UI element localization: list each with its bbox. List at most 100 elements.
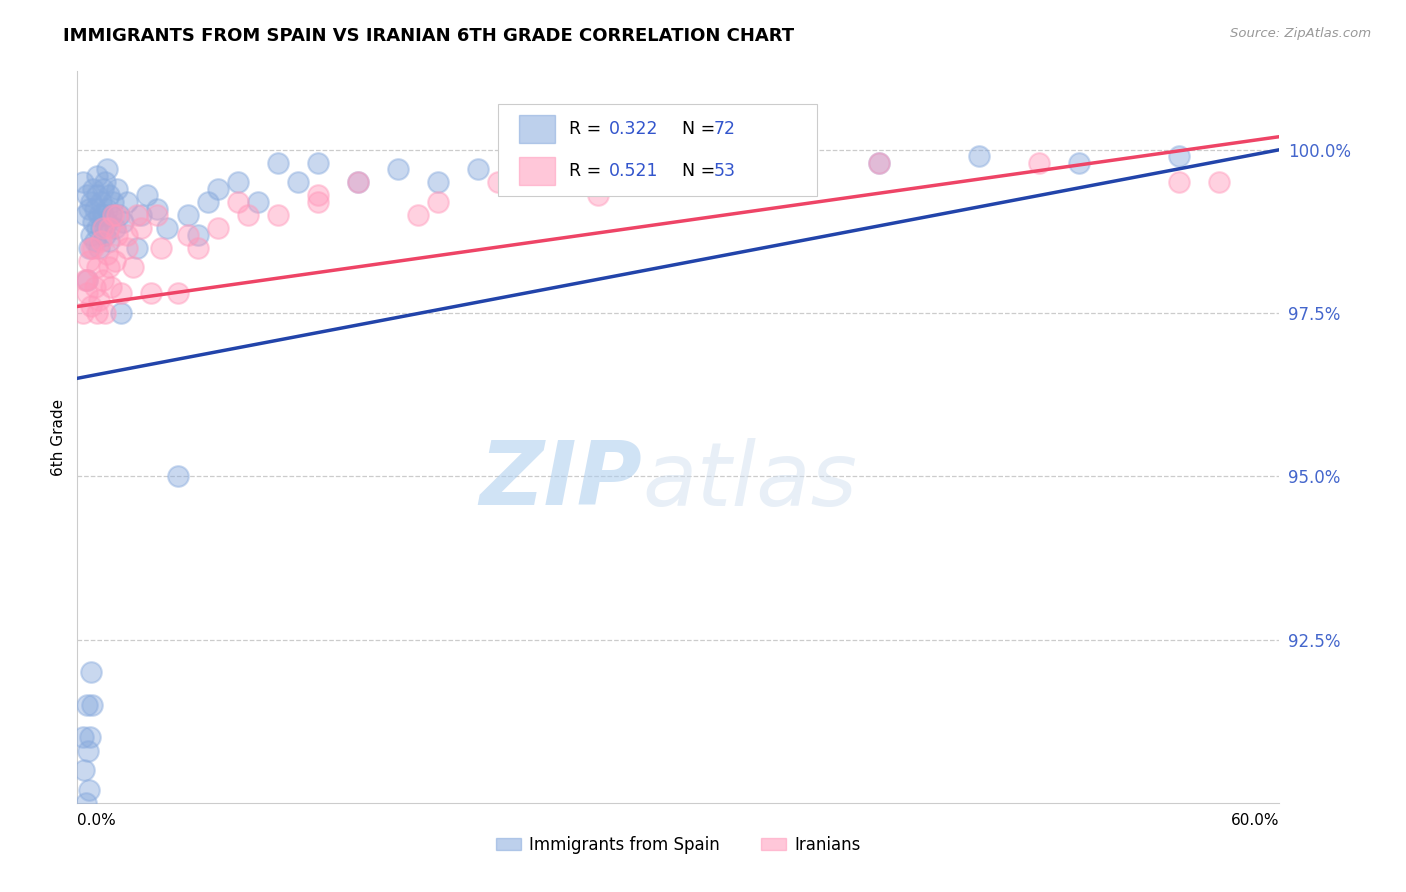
Point [176, 208, 198, 222]
Point [79, 202, 101, 216]
Point [103, 194, 125, 209]
Point [150, 241, 173, 255]
Point [93, 221, 115, 235]
Point [93, 182, 115, 196]
Point [82, 214, 104, 228]
Y-axis label: 6th Grade: 6th Grade [51, 399, 66, 475]
Point [110, 286, 132, 301]
Point [197, 194, 219, 209]
Point [82, 182, 104, 196]
Point [104, 221, 127, 235]
Point [1208, 175, 1230, 189]
Point [166, 286, 188, 301]
Point [117, 241, 139, 255]
Text: 53: 53 [713, 161, 735, 180]
Point [86, 221, 108, 235]
Text: R =: R = [569, 120, 607, 138]
Point [406, 208, 429, 222]
Text: IMMIGRANTS FROM SPAIN VS IRANIAN 6TH GRADE CORRELATION CHART: IMMIGRANTS FROM SPAIN VS IRANIAN 6TH GRA… [63, 27, 794, 45]
Point [567, 155, 589, 169]
Point [79, 241, 101, 255]
Point [80, 227, 103, 242]
Point [72, 306, 94, 320]
Point [141, 286, 163, 301]
Point [107, 182, 129, 196]
Point [107, 227, 129, 242]
Point [79, 782, 101, 797]
Point [77, 743, 100, 757]
Point [86, 260, 108, 275]
Point [768, 162, 790, 177]
Point [90, 221, 112, 235]
Point [103, 208, 125, 222]
Point [76, 273, 98, 287]
Point [186, 227, 209, 242]
Point [89, 208, 111, 222]
Text: N =: N = [671, 161, 721, 180]
FancyBboxPatch shape [519, 157, 554, 185]
Point [76, 188, 98, 202]
Point [72, 175, 94, 189]
Point [79, 731, 101, 745]
Point [588, 188, 610, 202]
Text: N =: N = [671, 120, 721, 138]
Text: R =: R = [569, 161, 607, 180]
Text: atlas: atlas [643, 438, 858, 524]
Point [127, 208, 149, 222]
Point [86, 169, 108, 183]
Point [100, 280, 122, 294]
Point [176, 227, 198, 242]
Point [427, 194, 450, 209]
Point [96, 202, 118, 216]
Point [427, 175, 450, 189]
Point [1028, 155, 1050, 169]
Point [96, 247, 118, 261]
Text: 60.0%: 60.0% [1232, 813, 1279, 828]
Point [84, 234, 107, 248]
Point [76, 698, 98, 712]
Point [287, 175, 309, 189]
Point [107, 208, 129, 222]
Point [104, 253, 127, 268]
Point [80, 665, 103, 680]
Point [707, 175, 730, 189]
Text: ZIP: ZIP [479, 437, 643, 524]
Point [156, 221, 179, 235]
Point [89, 241, 111, 255]
Point [467, 162, 489, 177]
Point [98, 221, 121, 235]
Legend: Immigrants from Spain, Iranians: Immigrants from Spain, Iranians [489, 829, 868, 860]
FancyBboxPatch shape [519, 115, 554, 143]
Point [89, 293, 111, 307]
Text: Source: ZipAtlas.com: Source: ZipAtlas.com [1230, 27, 1371, 40]
Point [82, 698, 104, 712]
Point [131, 208, 153, 222]
Point [307, 188, 329, 202]
Point [73, 763, 96, 777]
Point [967, 149, 990, 163]
Point [100, 208, 122, 222]
Point [226, 175, 249, 189]
Point [486, 175, 509, 189]
Point [136, 188, 159, 202]
Point [80, 241, 103, 255]
Point [346, 175, 368, 189]
Point [96, 162, 118, 177]
Text: 0.521: 0.521 [609, 161, 658, 180]
Point [76, 286, 98, 301]
Point [207, 221, 229, 235]
Point [75, 208, 97, 222]
Point [93, 273, 115, 287]
Point [127, 241, 149, 255]
Point [93, 208, 115, 222]
Point [1168, 175, 1191, 189]
Point [82, 241, 104, 255]
Point [84, 280, 107, 294]
Point [86, 306, 108, 320]
Point [307, 194, 329, 209]
Point [98, 260, 121, 275]
Point [90, 194, 112, 209]
FancyBboxPatch shape [498, 104, 817, 195]
Point [80, 300, 103, 314]
Point [94, 306, 117, 320]
